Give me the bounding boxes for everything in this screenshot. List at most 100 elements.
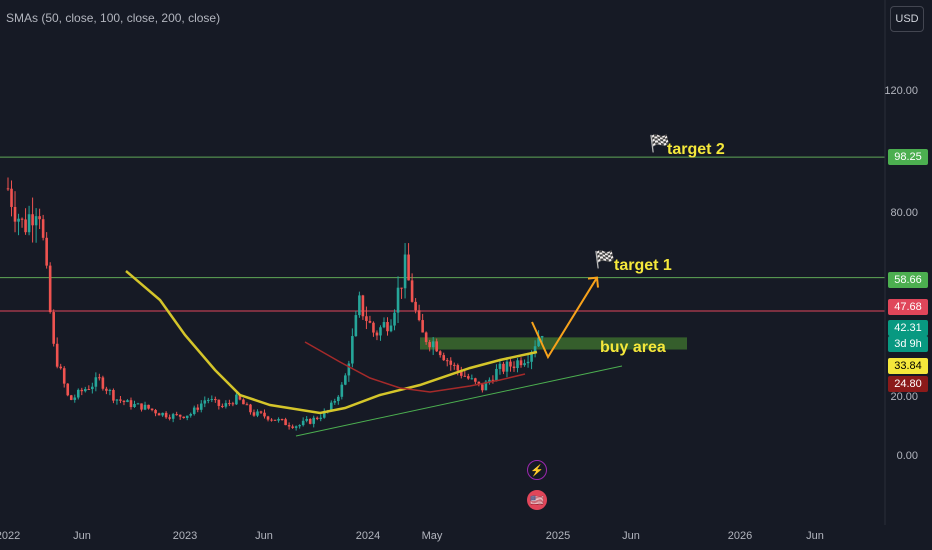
candle-body-134 (477, 381, 481, 385)
x-tick-2023: 2023 (172, 530, 198, 542)
candle-body-102 (365, 316, 368, 321)
projection-arrow-path (531, 277, 598, 360)
indicator-legend[interactable]: SMAs (50, close, 100, close, 200, close) (6, 11, 221, 25)
candle-body-32 (119, 399, 122, 401)
candle-body-13 (52, 312, 55, 344)
candle-body-16 (62, 368, 66, 384)
candle-body-65 (235, 394, 238, 405)
candle-body-126 (449, 360, 453, 365)
candle-body-52 (189, 413, 193, 416)
candle-body-61 (221, 405, 224, 407)
candle-body-20 (76, 389, 80, 398)
candle-body-27 (101, 377, 105, 389)
y-tick-120: 120.00 (884, 85, 918, 97)
candle-body-80 (287, 425, 291, 427)
candle-body-78 (280, 419, 284, 421)
currency-button[interactable]: USD (890, 6, 924, 32)
candle-body-59 (214, 399, 217, 401)
price-tag-target2: 98.25 (888, 149, 928, 165)
candle-body-142 (505, 361, 509, 372)
candle-body-130 (463, 375, 467, 377)
candle-body-117 (417, 310, 421, 321)
candle-body-131 (467, 376, 470, 379)
candle-body-10 (41, 219, 45, 238)
candle-body-99 (354, 315, 358, 337)
candle-body-9 (38, 216, 41, 220)
candle-body-55 (199, 403, 203, 410)
candle-body-64 (231, 403, 235, 405)
candle-body-112 (400, 287, 403, 289)
candle-body-77 (277, 419, 280, 421)
candle-body-81 (291, 426, 294, 428)
candle-body-11 (45, 237, 48, 266)
candle-body-90 (322, 410, 326, 418)
candle-body-76 (273, 419, 277, 421)
candle-body-57 (206, 399, 210, 401)
candle-body-149 (530, 352, 533, 362)
candle-body-35 (129, 400, 133, 408)
candle-body-33 (122, 400, 126, 403)
candle-body-53 (192, 407, 196, 414)
us-economic-event-icon[interactable]: 🇺🇸 (527, 490, 547, 510)
candle-body-135 (481, 384, 484, 391)
candle-body-138 (491, 379, 495, 382)
x-tick-2024: 2024 (355, 530, 381, 542)
candle-body-46 (168, 417, 171, 419)
target2-label[interactable]: target 2 (667, 141, 725, 158)
price-tag-sma-yellow: 33.84 (888, 358, 928, 374)
candle-body-74 (266, 416, 270, 420)
candle-body-97 (347, 363, 351, 376)
buy-area-label[interactable]: buy area (600, 339, 666, 356)
candle-body-139 (495, 368, 498, 382)
candle-body-34 (126, 400, 129, 403)
target1-flag-icon: 🏁 (594, 250, 616, 269)
candle-body-75 (270, 419, 273, 421)
candle-body-79 (284, 419, 287, 426)
lightning-event-icon[interactable]: ⚡ (527, 460, 547, 480)
candle-body-41 (150, 408, 154, 411)
x-tick-2026: 2026 (727, 530, 753, 542)
candle-body-122 (435, 341, 438, 352)
candle-body-17 (66, 383, 70, 396)
candle-body-70 (252, 412, 256, 416)
candle-body-25 (94, 377, 98, 387)
candle-body-128 (456, 365, 460, 371)
candle-body-19 (73, 397, 77, 400)
candle-body-120 (428, 342, 431, 348)
candle-body-12 (48, 265, 52, 313)
candle-body-114 (407, 254, 410, 281)
candle-body-89 (319, 417, 323, 419)
candle-body-29 (108, 390, 112, 392)
target1-label[interactable]: target 1 (614, 257, 672, 274)
candle-body-119 (424, 332, 428, 343)
candle-body-129 (459, 370, 463, 376)
candle-body-63 (228, 403, 231, 405)
candle-body-36 (133, 403, 136, 408)
candle-body-133 (474, 378, 477, 382)
candle-body-103 (368, 320, 372, 323)
candle-body-108 (386, 322, 389, 332)
candle-body-146 (519, 360, 523, 366)
candle-body-107 (382, 322, 386, 328)
candle-body-101 (361, 295, 365, 317)
sma-yellow-line (125, 270, 538, 415)
candle-body-100 (358, 295, 361, 316)
y-tick-0: 0.00 (896, 450, 918, 462)
candle-body-60 (217, 399, 221, 406)
y-tick-20-partial: 20.00 (890, 391, 918, 403)
price-tag-last: 42.31 (888, 320, 928, 336)
candle-body-93 (333, 401, 337, 403)
candle-body-118 (421, 320, 424, 333)
x-tick-2022: 2022 (0, 530, 21, 542)
candle-body-98 (351, 336, 354, 364)
candle-body-125 (445, 360, 449, 362)
candle-body-124 (442, 355, 446, 361)
candle-body-104 (372, 322, 375, 333)
candle-body-56 (203, 400, 207, 404)
candle-body-47 (171, 414, 175, 419)
candle-body-84 (301, 420, 305, 426)
x-tick-2025: 2025 (545, 530, 571, 542)
candle-body-69 (249, 404, 252, 413)
